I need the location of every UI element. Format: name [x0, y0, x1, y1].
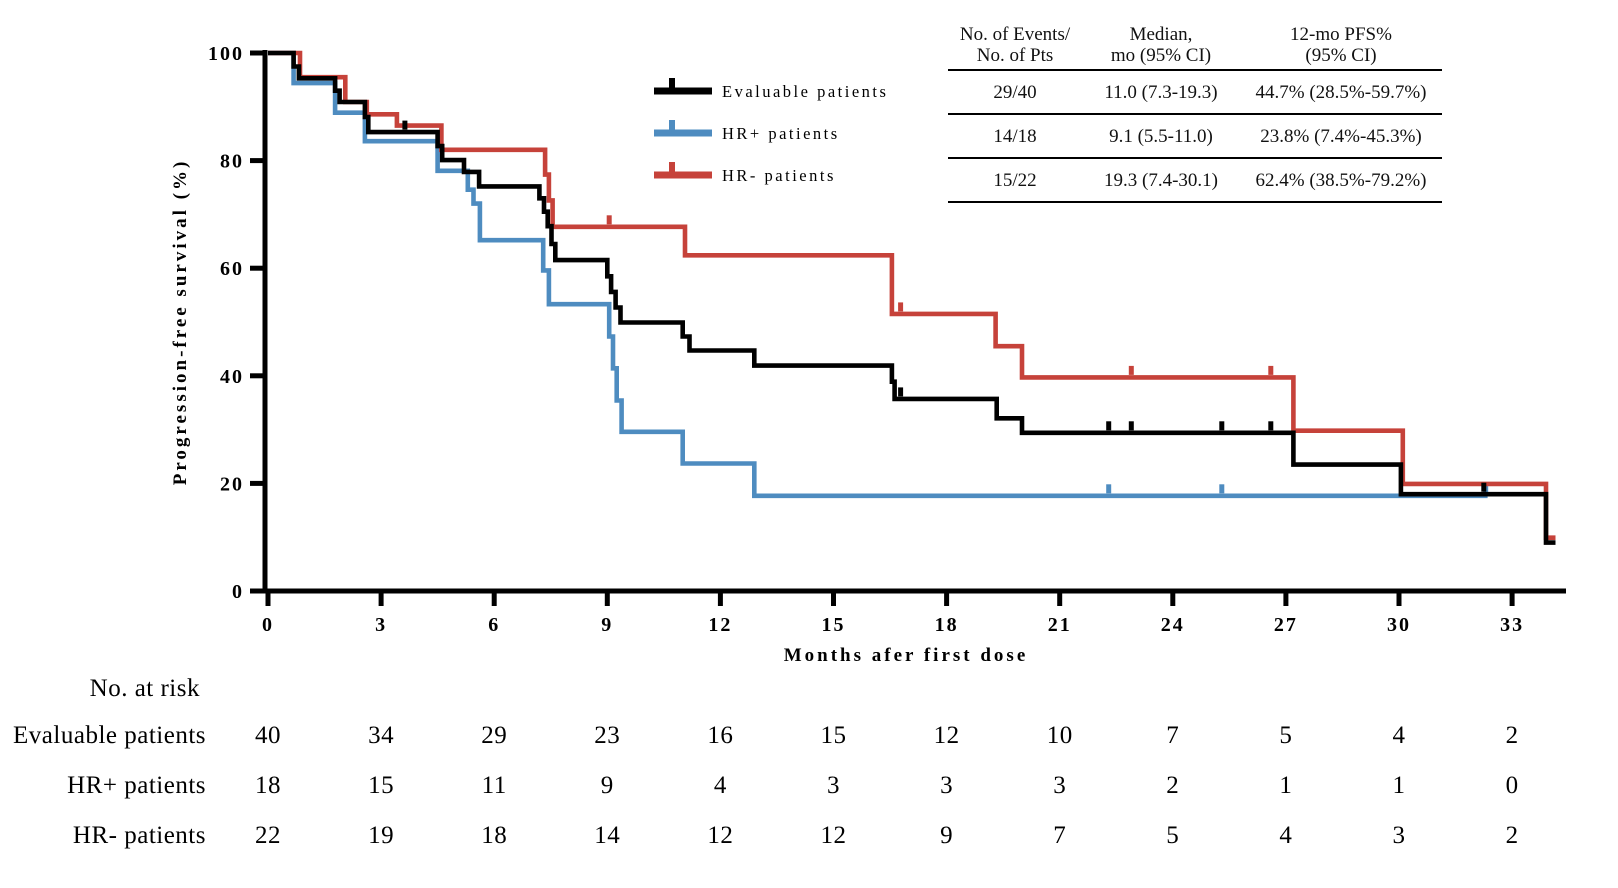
- x-tick-label: 9: [601, 614, 613, 636]
- y-tick-label: 20: [220, 473, 244, 495]
- risk-value: 9: [601, 772, 614, 799]
- risk-row-label-evaluable-patients: Evaluable patients: [13, 722, 206, 749]
- stats-header-line: mo (95% CI): [1110, 45, 1212, 66]
- risk-value: 15: [368, 772, 394, 799]
- risk-value: 7: [1166, 722, 1179, 749]
- risk-value: 9: [940, 822, 953, 849]
- x-tick-label: 27: [1274, 614, 1298, 636]
- risk-value: 7: [1053, 822, 1066, 849]
- risk-value: 3: [940, 772, 953, 799]
- legend-label-hr-minus-patients: HR- patients: [722, 166, 836, 185]
- risk-value: 16: [707, 722, 733, 749]
- legend-label-hr-plus-patients: HR+ patients: [722, 124, 840, 143]
- x-tick-label: 30: [1387, 614, 1411, 636]
- stats-header-row: No. of Events/No. of Pts Median, mo (95% C…: [948, 24, 1442, 71]
- risk-value: 29: [481, 722, 507, 749]
- risk-value: 2: [1166, 772, 1179, 799]
- stats-cell: 14/18: [993, 125, 1037, 147]
- risk-value: 22: [255, 822, 281, 849]
- risk-value: 0: [1506, 772, 1519, 799]
- risk-value: 5: [1166, 822, 1179, 849]
- stats-table: No. of Events/No. of Pts Median, mo (95% C…: [948, 24, 1442, 203]
- km-curve-evaluable-patients: [268, 50, 1556, 545]
- stats-data-row: 15/22 19.3 (7.4-30.1) 62.4% (38.5%-79.2%): [948, 159, 1442, 203]
- x-tick-label: 21: [1048, 614, 1072, 636]
- risk-value: 1: [1279, 772, 1292, 799]
- risk-table-header: No. at risk: [90, 675, 200, 702]
- stats-cell: 19.3 (7.4-30.1): [1104, 169, 1218, 191]
- risk-value: 40: [255, 722, 281, 749]
- risk-value: 23: [594, 722, 620, 749]
- risk-value: 15: [821, 722, 847, 749]
- risk-value: 1: [1393, 772, 1406, 799]
- stats-cell: 44.7% (28.5%-59.7%): [1255, 81, 1427, 103]
- stats-cell: 11.0 (7.3-19.3): [1104, 81, 1218, 103]
- x-tick-label: 18: [935, 614, 959, 636]
- stats-header-line: Median,: [1129, 24, 1193, 45]
- y-axis-title: Progression-free survival (%): [170, 159, 191, 486]
- risk-value: 3: [1393, 822, 1406, 849]
- stats-data-row: 14/18 9.1 (5.5-11.0) 23.8% (7.4%-45.3%): [948, 115, 1442, 159]
- risk-row-label-hr-minus-patients: HR- patients: [73, 822, 206, 849]
- x-tick-label: 24: [1161, 614, 1185, 636]
- x-tick-label: 12: [708, 614, 732, 636]
- legend-label-evaluable-patients: Evaluable patients: [722, 82, 888, 101]
- stats-cell: 29/40: [993, 81, 1037, 103]
- risk-value: 2: [1506, 822, 1519, 849]
- risk-value: 14: [594, 822, 620, 849]
- stats-data-row: 29/40 11.0 (7.3-19.3) 44.7% (28.5%-59.7%): [948, 71, 1442, 115]
- x-tick-label: 6: [488, 614, 500, 636]
- risk-value: 11: [482, 772, 507, 799]
- y-tick-label: 60: [220, 258, 244, 280]
- x-tick-label: 15: [822, 614, 846, 636]
- risk-value: 34: [368, 722, 394, 749]
- risk-value: 12: [707, 822, 733, 849]
- stats-cell: 62.4% (38.5%-79.2%): [1255, 169, 1427, 191]
- risk-value: 5: [1279, 722, 1292, 749]
- risk-value: 18: [255, 772, 281, 799]
- risk-value: 12: [821, 822, 847, 849]
- risk-value: 18: [481, 822, 507, 849]
- stats-header-line: (95% CI): [1305, 45, 1377, 66]
- stats-header-line: No. of Pts: [976, 45, 1054, 66]
- risk-value: 19: [368, 822, 394, 849]
- risk-value: 3: [1053, 772, 1066, 799]
- stats-header-cell: 12-mo PFS% (95% CI): [1240, 24, 1442, 66]
- y-tick-label: 0: [232, 581, 244, 603]
- y-tick-label: 40: [220, 366, 244, 388]
- risk-value: 2: [1506, 722, 1519, 749]
- stats-cell: 15/22: [993, 169, 1037, 191]
- risk-value: 4: [1279, 822, 1292, 849]
- risk-row-label-hr-plus-patients: HR+ patients: [67, 772, 206, 799]
- stats-cell: 9.1 (5.5-11.0): [1109, 125, 1213, 147]
- risk-value: 12: [934, 722, 960, 749]
- risk-value: 3: [827, 772, 840, 799]
- y-tick-label: 80: [220, 151, 244, 173]
- risk-value: 10: [1047, 722, 1073, 749]
- stats-header-line: 12-mo PFS%: [1290, 24, 1392, 45]
- y-tick-label: 100: [208, 43, 244, 65]
- x-tick-label: 0: [262, 614, 274, 636]
- risk-value: 4: [1393, 722, 1406, 749]
- x-tick-label: 33: [1500, 614, 1524, 636]
- stats-header-cell: Median, mo (95% CI): [1082, 24, 1240, 66]
- x-axis-title: Months afer first dose: [784, 645, 1029, 666]
- stats-cell: 23.8% (7.4%-45.3%): [1260, 125, 1422, 147]
- stats-header-cell: No. of Events/No. of Pts: [948, 24, 1082, 66]
- risk-value: 4: [714, 772, 727, 799]
- x-tick-label: 3: [375, 614, 387, 636]
- stats-header-line: No. of Events/: [959, 24, 1071, 45]
